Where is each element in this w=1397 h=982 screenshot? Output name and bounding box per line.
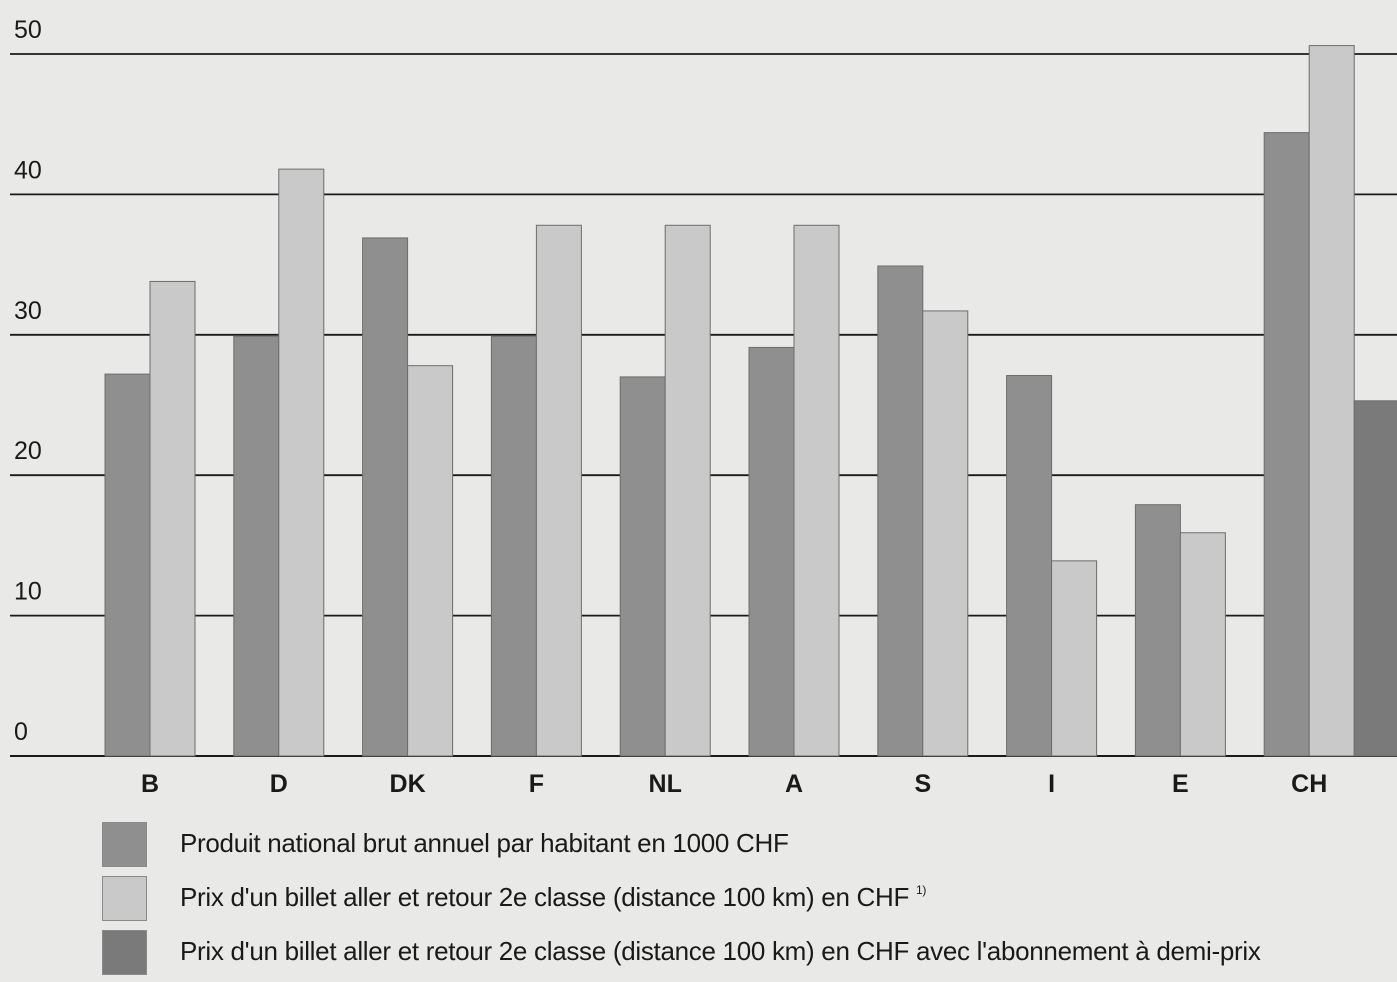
- y-tick-label-30: 30: [14, 297, 42, 325]
- bar-E-series-1: [1134, 504, 1181, 757]
- bar-F-series-1: [490, 335, 537, 757]
- legend-label-half-fare: Prix d'un billet aller et retour 2e clas…: [180, 936, 1261, 966]
- legend-label-pnb: Produit national brut annuel par habitan…: [180, 828, 789, 858]
- bar-A-series-2: [793, 224, 840, 757]
- legend-label-ticket-price: Prix d'un billet aller et retour 2e clas…: [180, 882, 927, 912]
- x-tick-label-NL: NL: [649, 770, 682, 798]
- x-tick-label-F: F: [529, 770, 544, 798]
- x-tick-label-D: D: [270, 770, 288, 798]
- bar-D-series-2: [278, 168, 325, 757]
- bar-B-series-1: [104, 373, 151, 757]
- bar-CH-series-2: [1308, 45, 1355, 757]
- legend-swatch-half-fare: [102, 930, 147, 975]
- bar-DK-series-2: [407, 365, 454, 757]
- y-tick-label-10: 10: [14, 578, 42, 606]
- bar-I-series-2: [1051, 560, 1098, 757]
- axes: 0 10 20 30 40 50 B D DK F NL A S I E CH: [14, 16, 1327, 798]
- bar-chart: 0 10 20 30 40 50 B D DK F NL A S I E CH: [10, 16, 1397, 798]
- footnote-marker: 1): [916, 883, 927, 897]
- bar-B-series-2: [149, 280, 196, 757]
- bar-E-series-2: [1179, 532, 1226, 757]
- x-tick-label-CH: CH: [1291, 770, 1327, 798]
- x-tick-label-I: I: [1048, 770, 1055, 798]
- bar-NL-series-2: [664, 224, 711, 757]
- bar-DK-series-1: [362, 237, 409, 757]
- legend-swatch-pnb: [102, 822, 147, 867]
- bar-A-series-1: [748, 346, 795, 757]
- bar-S-series-2: [922, 310, 969, 757]
- x-tick-label-E: E: [1172, 770, 1189, 798]
- x-tick-label-S: S: [914, 770, 931, 798]
- bar-CH-series-3: [1353, 400, 1397, 757]
- bar-CH-series-1: [1263, 132, 1310, 757]
- bars: [104, 45, 1397, 757]
- bar-D-series-1: [233, 335, 280, 757]
- y-tick-label-50: 50: [14, 16, 42, 44]
- x-tick-label-B: B: [141, 770, 159, 798]
- bar-S-series-1: [877, 265, 924, 757]
- y-tick-label-0: 0: [14, 718, 28, 746]
- y-tick-label-40: 40: [14, 156, 42, 184]
- bar-NL-series-1: [619, 376, 666, 757]
- x-tick-label-DK: DK: [390, 770, 426, 798]
- bar-F-series-2: [535, 224, 582, 757]
- bar-I-series-1: [1006, 375, 1053, 757]
- x-tick-label-A: A: [785, 770, 803, 798]
- y-tick-label-20: 20: [14, 437, 42, 465]
- legend-swatch-ticket-price: [102, 876, 147, 921]
